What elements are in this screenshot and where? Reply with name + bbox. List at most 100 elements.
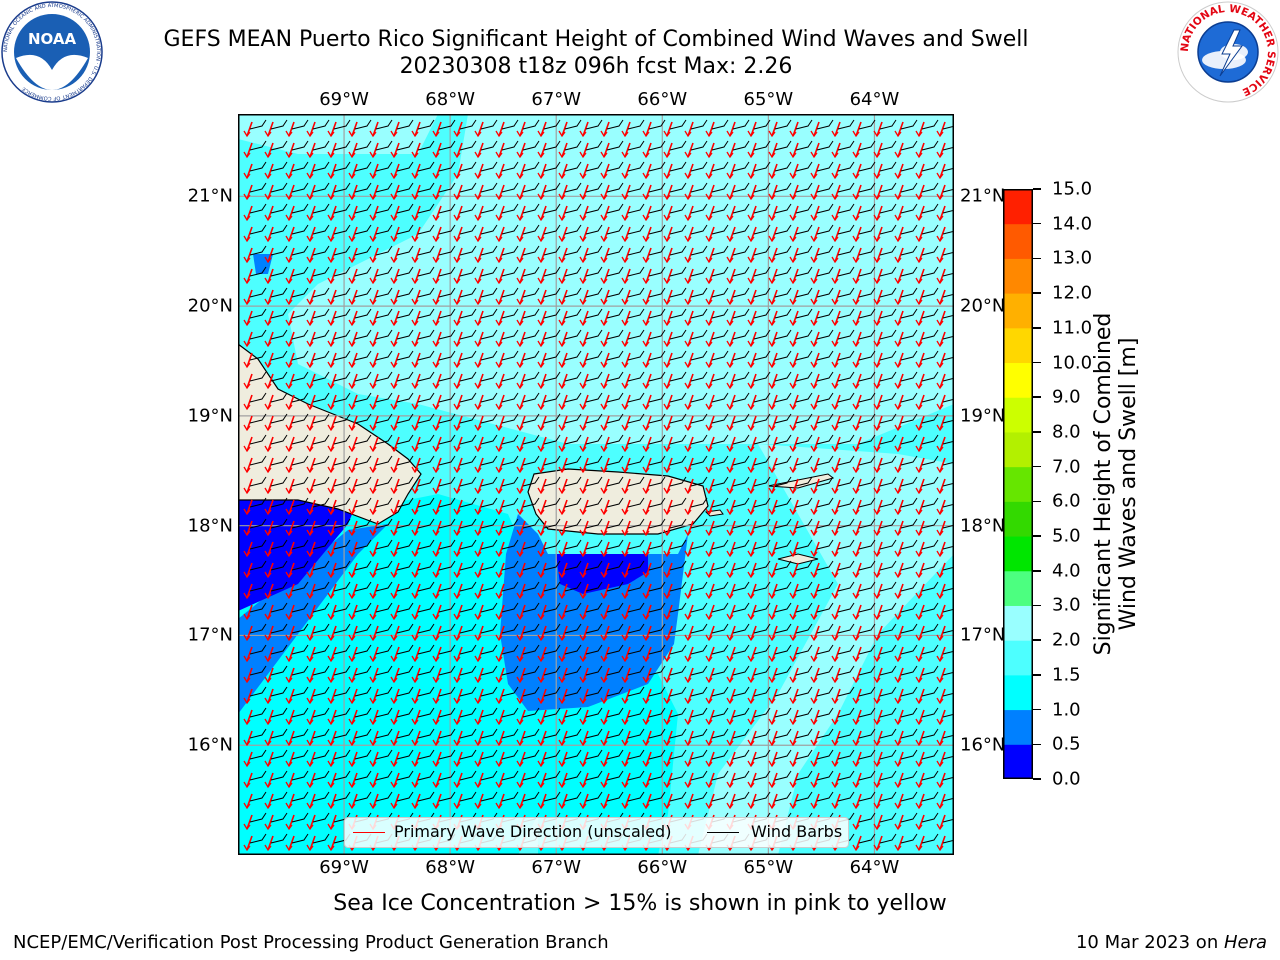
wave-arrow-head [852, 361, 860, 369]
wind-barb [606, 119, 624, 130]
wave-arrow-head [705, 781, 713, 789]
wave-arrow-head [285, 697, 293, 705]
chart-subtitle: 20230308 t18z 096h fcst Max: 2.26 [399, 54, 793, 79]
wind-barb [333, 161, 351, 172]
wave-arrow-head [915, 382, 923, 390]
wave-direction-arrow [288, 331, 295, 347]
wind-barb [312, 266, 330, 277]
wave-direction-arrow [855, 772, 862, 788]
wave-arrow-head [579, 424, 587, 432]
wave-direction-arrow [708, 751, 715, 767]
wave-arrow-head [306, 235, 314, 243]
wave-arrow-head [789, 802, 797, 810]
wind-barb [858, 182, 876, 193]
wind-barb [879, 791, 897, 802]
wind-barb [333, 749, 351, 760]
wave-arrow-head [285, 823, 293, 831]
wind-barb [690, 413, 708, 424]
wave-direction-arrow [708, 331, 715, 347]
wave-direction-arrow [708, 394, 715, 410]
wind-barb [501, 665, 519, 676]
wave-arrow-head [873, 571, 881, 579]
wind-barb [585, 350, 603, 361]
wave-arrow-head [453, 634, 461, 642]
wave-direction-arrow [246, 646, 253, 662]
wave-arrow-head [705, 130, 713, 138]
wind-barb [354, 539, 372, 550]
wind-barb [795, 245, 813, 256]
wind-barb [396, 392, 414, 403]
wave-direction-arrow [309, 247, 316, 263]
wind-barb [249, 518, 267, 529]
wave-arrow-head [768, 298, 776, 306]
wind-barb [711, 770, 729, 781]
wave-arrow-head [243, 319, 251, 327]
wave-direction-arrow [750, 646, 757, 662]
wave-arrow-head [474, 214, 482, 222]
wave-arrow-head [936, 214, 944, 222]
wave-arrow-head [453, 655, 461, 663]
wind-barb [648, 623, 666, 634]
wind-barb [837, 560, 855, 571]
wind-barb [900, 812, 918, 823]
lat-label-left: 19°N [187, 405, 233, 427]
wave-arrow-head [705, 634, 713, 642]
colorbar-tick-mark [1033, 708, 1041, 711]
wave-direction-arrow [834, 289, 841, 305]
wave-arrow-head [495, 718, 503, 726]
wave-direction-arrow [708, 163, 715, 179]
wind-barb [354, 455, 372, 466]
wave-direction-arrow [603, 520, 610, 536]
wave-direction-arrow [540, 772, 547, 788]
wave-arrow-head [243, 277, 251, 285]
wave-direction-arrow [918, 436, 925, 452]
lat-label-right: 17°N [960, 624, 1006, 646]
wind-barb [711, 308, 729, 319]
noaa-logo: NATIONAL OCEANIC AND ATMOSPHERIC ADMINIS… [1, 1, 103, 103]
wind-barb [543, 308, 561, 319]
wave-direction-arrow [876, 184, 883, 200]
wave-direction-arrow [645, 205, 652, 221]
wave-arrow-head [264, 424, 272, 432]
wind-barb [774, 539, 792, 550]
wave-direction-arrow [855, 226, 862, 242]
wind-barb [312, 203, 330, 214]
wave-direction-arrow [918, 625, 925, 641]
wave-arrow-head [285, 130, 293, 138]
wave-arrow-head [621, 718, 629, 726]
wave-direction-arrow [330, 604, 337, 620]
wave-direction-arrow [435, 373, 442, 389]
wind-barb [753, 770, 771, 781]
wave-direction-arrow [267, 331, 274, 347]
wind-barb [438, 665, 456, 676]
wind-barb [333, 413, 351, 424]
wave-arrow-head [831, 256, 839, 264]
wave-arrow-head [474, 340, 482, 348]
wave-direction-arrow [267, 205, 274, 221]
wave-direction-arrow [582, 205, 589, 221]
wave-arrow-head [684, 634, 692, 642]
wave-direction-arrow [372, 478, 379, 494]
wind-barb [522, 686, 540, 697]
wave-arrow-head [285, 466, 293, 474]
colorbar-label-line1: Significant Height of Combined [1091, 312, 1116, 656]
wave-arrow-head [810, 487, 818, 495]
wave-arrow-head [852, 760, 860, 768]
wind-barb [753, 539, 771, 550]
wave-direction-arrow [708, 247, 715, 263]
wave-arrow-head [390, 172, 398, 180]
wave-direction-arrow [372, 268, 379, 284]
wind-barb [249, 833, 267, 844]
wave-arrow-head [894, 487, 902, 495]
wind-barb [438, 791, 456, 802]
wave-arrow-head [663, 466, 671, 474]
lon-label-top: 66°W [637, 89, 688, 110]
wave-direction-arrow [771, 184, 778, 200]
wave-direction-arrow [351, 247, 358, 263]
wave-arrow-head [285, 193, 293, 201]
wave-arrow-head [243, 739, 251, 747]
wave-direction-arrow [603, 247, 610, 263]
wave-direction-arrow [918, 646, 925, 662]
wave-arrow-head [390, 739, 398, 747]
wave-arrow-head [285, 487, 293, 495]
